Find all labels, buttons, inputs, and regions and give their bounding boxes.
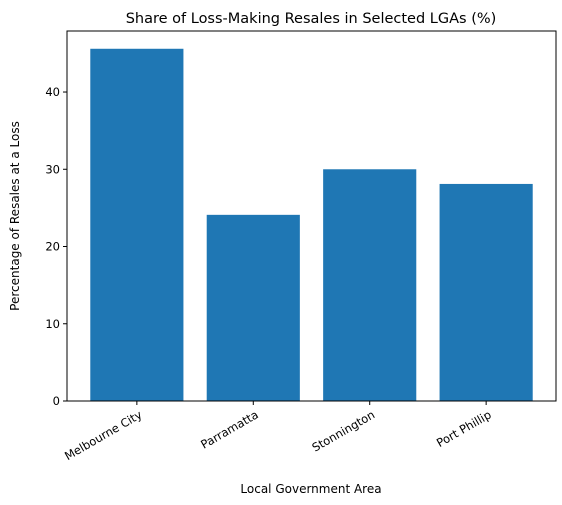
y-axis: 0 10 20 30 40 [45,85,67,408]
x-axis: Melbourne City Parramatta Stonnington Port … [62,401,494,463]
y-tick-label: 0 [53,394,60,408]
y-tick-label: 10 [45,317,60,331]
x-tick-label: Melbourne City [62,407,144,463]
bar-parramatta [206,214,300,401]
x-tick-label: Parramatta [198,407,261,451]
y-tick-label: 30 [45,162,60,176]
plot-frame [66,30,557,402]
x-tick-label: Stonnington [310,407,378,454]
y-axis-label: Percentage of Resales at a Loss [8,121,22,311]
y-tick-label: 40 [45,85,60,99]
chart-title: Share of Loss-Making Resales in Selected… [126,11,497,27]
bars-group [90,48,533,402]
y-tick-label: 20 [45,240,60,254]
x-axis-label: Local Government Area [240,482,381,496]
x-tick-label: Port Phillip [434,407,494,450]
bar-stonnington [323,169,417,401]
bar-melbourne-city [90,48,184,402]
bar-port-phillip [439,183,533,401]
